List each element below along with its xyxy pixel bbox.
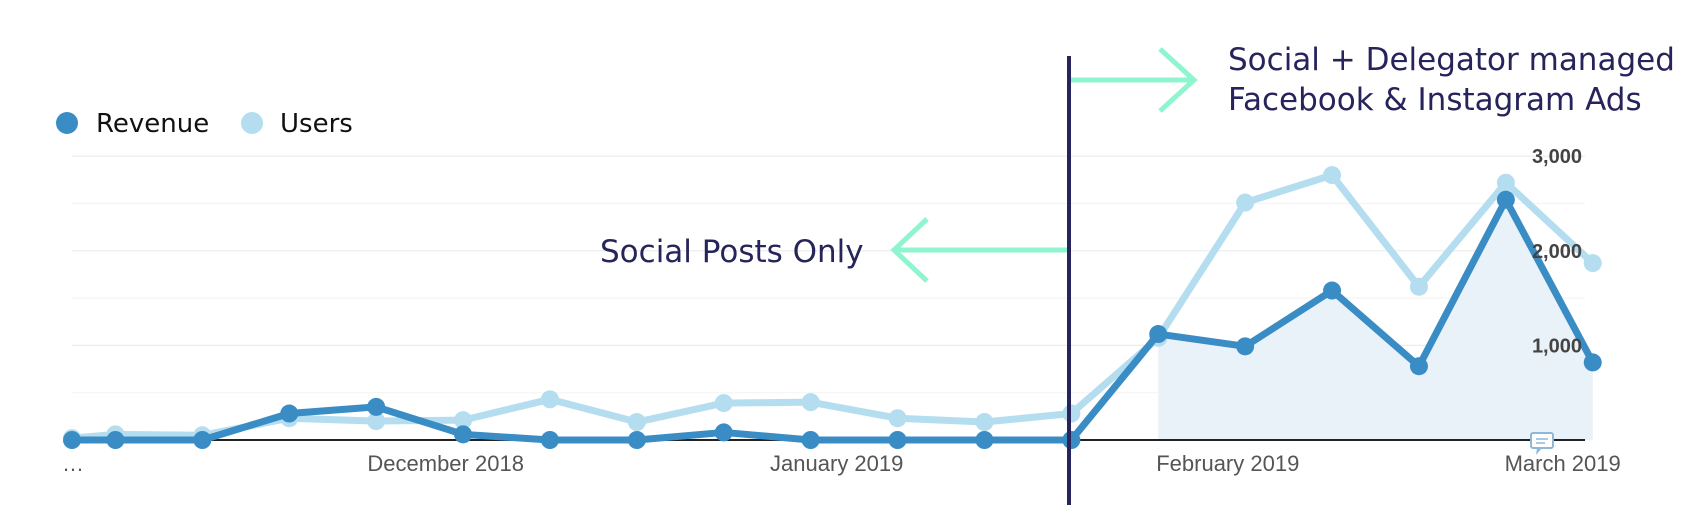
revenue-point xyxy=(193,431,212,449)
series-revenue xyxy=(63,190,1602,449)
revenue-point xyxy=(1496,190,1515,209)
revenue-point xyxy=(801,431,820,449)
annotation-social-posts-only: Social Posts Only xyxy=(600,234,864,270)
x-tick-label: February 2019 xyxy=(1156,451,1299,476)
y-axis-ticks: 1,000 2,000 3,000 xyxy=(1532,146,1582,357)
legend-item-users[interactable]: Users xyxy=(241,109,353,139)
legend-label-revenue: Revenue xyxy=(96,109,209,139)
revenue-point xyxy=(367,397,386,416)
x-tick-label: March 2019 xyxy=(1505,451,1621,476)
revenue-point xyxy=(454,425,473,444)
revenue-point xyxy=(280,404,299,423)
grid xyxy=(72,155,1585,441)
users-point xyxy=(1496,173,1515,192)
revenue-point xyxy=(1323,281,1342,300)
revenue-point xyxy=(1409,357,1428,376)
revenue-point xyxy=(540,431,559,449)
x-tick-label: December 2018 xyxy=(367,451,524,476)
users-point xyxy=(714,394,733,413)
revenue-point xyxy=(1583,353,1602,372)
users-point xyxy=(1409,277,1428,296)
users-point xyxy=(888,409,907,428)
x-axis-ticks: … December 2018 January 2019 February 2019 M… xyxy=(62,451,1621,476)
users-point xyxy=(1323,166,1342,185)
revenue-point xyxy=(106,431,125,449)
users-point xyxy=(1583,254,1602,273)
series-layer xyxy=(63,166,1602,449)
annotation-ads-line-2: Facebook & Instagram Ads xyxy=(1228,82,1642,118)
legend-marker-users xyxy=(241,112,263,134)
y-tick-label: 1,000 xyxy=(1532,335,1582,357)
users-point xyxy=(540,390,559,409)
users-point xyxy=(975,413,994,432)
y-tick-label: 2,000 xyxy=(1532,241,1582,263)
left-arrow xyxy=(890,217,1067,283)
legend-label-users: Users xyxy=(280,109,353,139)
revenue-point xyxy=(975,431,994,449)
users-point xyxy=(801,393,820,412)
y-tick-label: 3,000 xyxy=(1532,146,1582,168)
legend-item-revenue[interactable]: Revenue xyxy=(56,109,209,139)
revenue-point xyxy=(1236,337,1255,356)
revenue-area-fill xyxy=(1158,199,1593,440)
users-point xyxy=(1236,193,1255,212)
revenue-point xyxy=(888,431,907,449)
x-tick-label: … xyxy=(62,451,84,476)
legend: Revenue Users xyxy=(56,109,353,139)
users-point xyxy=(367,412,386,431)
users-point xyxy=(627,413,646,432)
revenue-point xyxy=(1062,431,1081,449)
x-tick-label: January 2019 xyxy=(770,451,903,476)
revenue-point xyxy=(627,431,646,449)
legend-marker-revenue xyxy=(56,112,78,134)
revenue-point xyxy=(63,431,81,449)
revenue-point xyxy=(1149,325,1168,344)
right-arrow xyxy=(1071,47,1198,113)
users-point xyxy=(454,411,473,430)
revenue-point xyxy=(714,423,733,442)
comment-icon[interactable] xyxy=(1530,432,1554,455)
users-point xyxy=(1062,404,1081,423)
annotation-ads-line-1: Social + Delegator managed xyxy=(1228,42,1675,78)
